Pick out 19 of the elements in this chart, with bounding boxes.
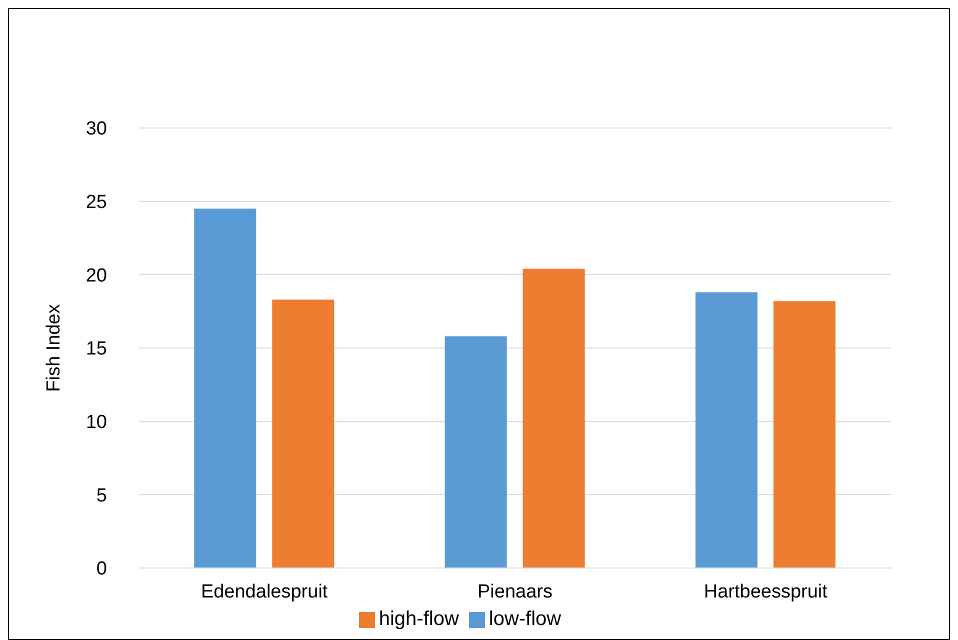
y-tick-label: 10	[86, 412, 107, 434]
y-tick-label: 30	[86, 118, 107, 140]
legend-label: low-flow	[488, 608, 562, 630]
bar	[773, 301, 836, 568]
x-tick-label: Edendalespruit	[200, 581, 328, 602]
x-tick-label: Pienaars	[478, 581, 552, 602]
bar	[695, 292, 758, 568]
legend-label: high-flow	[378, 608, 459, 630]
x-tick-label: Hartbeesspruit	[704, 581, 828, 602]
y-tick-label: 20	[86, 265, 107, 286]
y-tick-label: 0	[96, 558, 107, 580]
y-tick-label: 5	[96, 485, 107, 506]
bar	[522, 268, 585, 568]
bar	[272, 300, 334, 568]
y-axis-title: Fish Index	[44, 304, 65, 392]
bar	[194, 208, 256, 568]
bar	[444, 336, 507, 568]
y-tick-label: 25	[86, 192, 107, 214]
y-tick-label: 15	[86, 338, 107, 360]
